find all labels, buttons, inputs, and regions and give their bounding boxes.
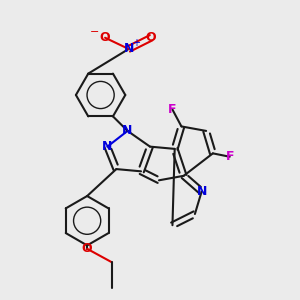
Text: N: N (122, 124, 133, 137)
Text: F: F (226, 150, 234, 163)
Text: O: O (82, 242, 92, 255)
Text: O: O (100, 31, 110, 44)
Text: N: N (196, 185, 207, 198)
Text: N: N (102, 140, 112, 153)
Text: N: N (124, 43, 134, 56)
Text: +: + (133, 38, 140, 48)
Text: −: − (90, 27, 100, 37)
Text: O: O (146, 31, 156, 44)
Text: F: F (168, 103, 177, 116)
